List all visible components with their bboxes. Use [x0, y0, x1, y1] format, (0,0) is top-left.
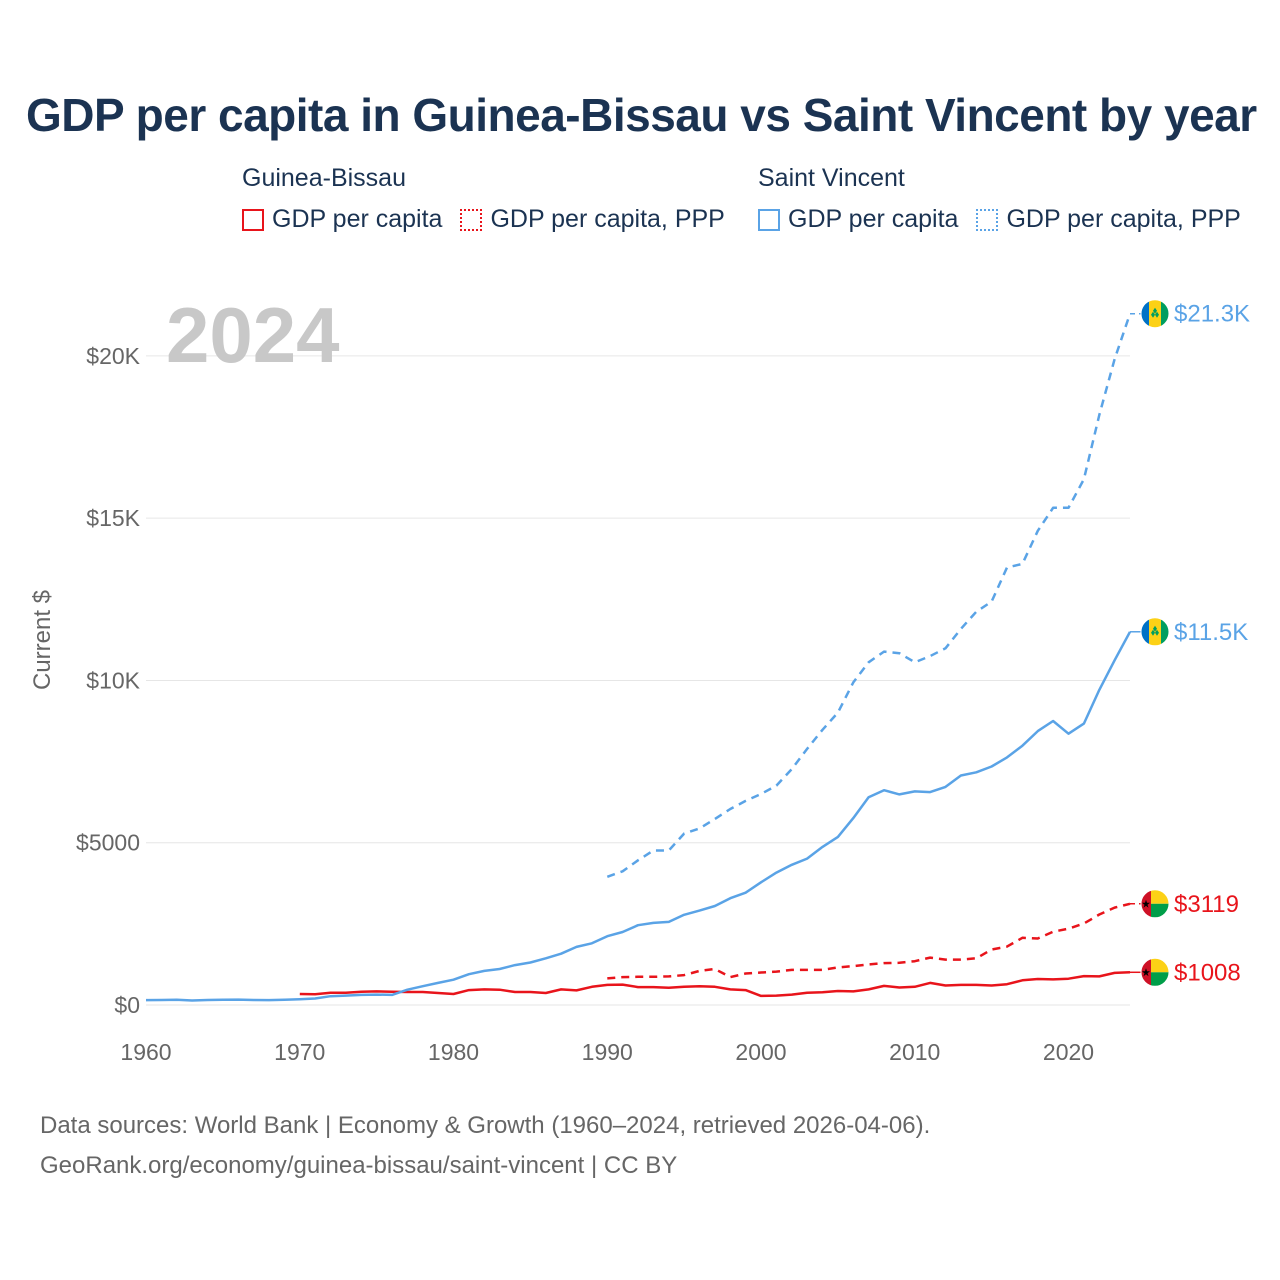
- footer-sources: Data sources: World Bank | Economy & Gro…: [40, 1112, 931, 1139]
- end-value-label: $3119: [1174, 891, 1239, 918]
- y-tick-label: $5000: [76, 830, 140, 856]
- series-line-2[interactable]: [145, 631, 1132, 1002]
- x-tick-label: 1970: [274, 1039, 325, 1065]
- y-tick-label: $15K: [86, 505, 140, 531]
- year-label: 2024: [166, 291, 340, 379]
- x-tick-label: 1980: [428, 1039, 479, 1065]
- guinea-bissau-flag-icon: [1140, 889, 1170, 919]
- end-value-label: $1008: [1174, 959, 1241, 986]
- footer: Data sources: World Bank | Economy & Gro…: [40, 1106, 930, 1186]
- legend-swatch-solid: [242, 208, 264, 231]
- legend-swatch-dotted: [976, 208, 999, 231]
- legend-group-title: Guinea-Bissau: [242, 164, 406, 192]
- legend-group-guinea-bissau: Guinea-Bissau GDP per capita GDP per cap…: [242, 164, 725, 234]
- legend-label: GDP per capita, PPP: [1006, 205, 1241, 233]
- y-tick-label: $10K: [86, 667, 140, 693]
- legend-item-sv-gdp[interactable]: GDP per capita: [758, 205, 958, 234]
- y-tick-label: $0: [114, 992, 140, 1018]
- saint-vincent-flag-icon: [1140, 299, 1170, 329]
- legend-item-sv-gdp-ppp[interactable]: GDP per capita, PPP: [976, 205, 1241, 234]
- legend-group-title: Saint Vincent: [758, 164, 905, 192]
- chart-title: GDP per capita in Guinea-Bissau vs Saint…: [26, 89, 1257, 141]
- series-line-1[interactable]: [607, 902, 1131, 980]
- legend-swatch-dotted: [460, 208, 483, 231]
- footer-link[interactable]: GeoRank.org/economy/guinea-bissau/saint-…: [40, 1152, 678, 1179]
- series-line-3[interactable]: [606, 313, 1132, 878]
- legend-swatch-solid: [758, 208, 780, 231]
- legend-item-gb-gdp-ppp[interactable]: GDP per capita, PPP: [460, 205, 725, 234]
- x-tick-label: 2010: [889, 1039, 940, 1065]
- legend-label: GDP per capita: [788, 205, 959, 233]
- x-tick-label: 2000: [735, 1039, 786, 1065]
- legend-label: GDP per capita: [272, 205, 443, 233]
- x-tick-label: 1990: [582, 1039, 633, 1065]
- series-line-0[interactable]: [299, 971, 1131, 998]
- x-tick-label: 1960: [120, 1039, 171, 1065]
- legend-item-gb-gdp[interactable]: GDP per capita: [242, 205, 442, 234]
- legend-group-saint-vincent: Saint Vincent GDP per capita GDP per cap…: [758, 164, 1241, 234]
- y-axis-title: Current $: [29, 590, 56, 690]
- end-value-label: $21.3K: [1174, 301, 1250, 328]
- x-tick-label: 2020: [1043, 1039, 1094, 1065]
- y-tick-label: $20K: [86, 343, 140, 369]
- end-value-label: $11.5K: [1174, 619, 1248, 646]
- saint-vincent-flag-icon: [1140, 617, 1170, 647]
- guinea-bissau-flag-icon: [1140, 957, 1170, 987]
- legend-label: GDP per capita, PPP: [490, 205, 725, 233]
